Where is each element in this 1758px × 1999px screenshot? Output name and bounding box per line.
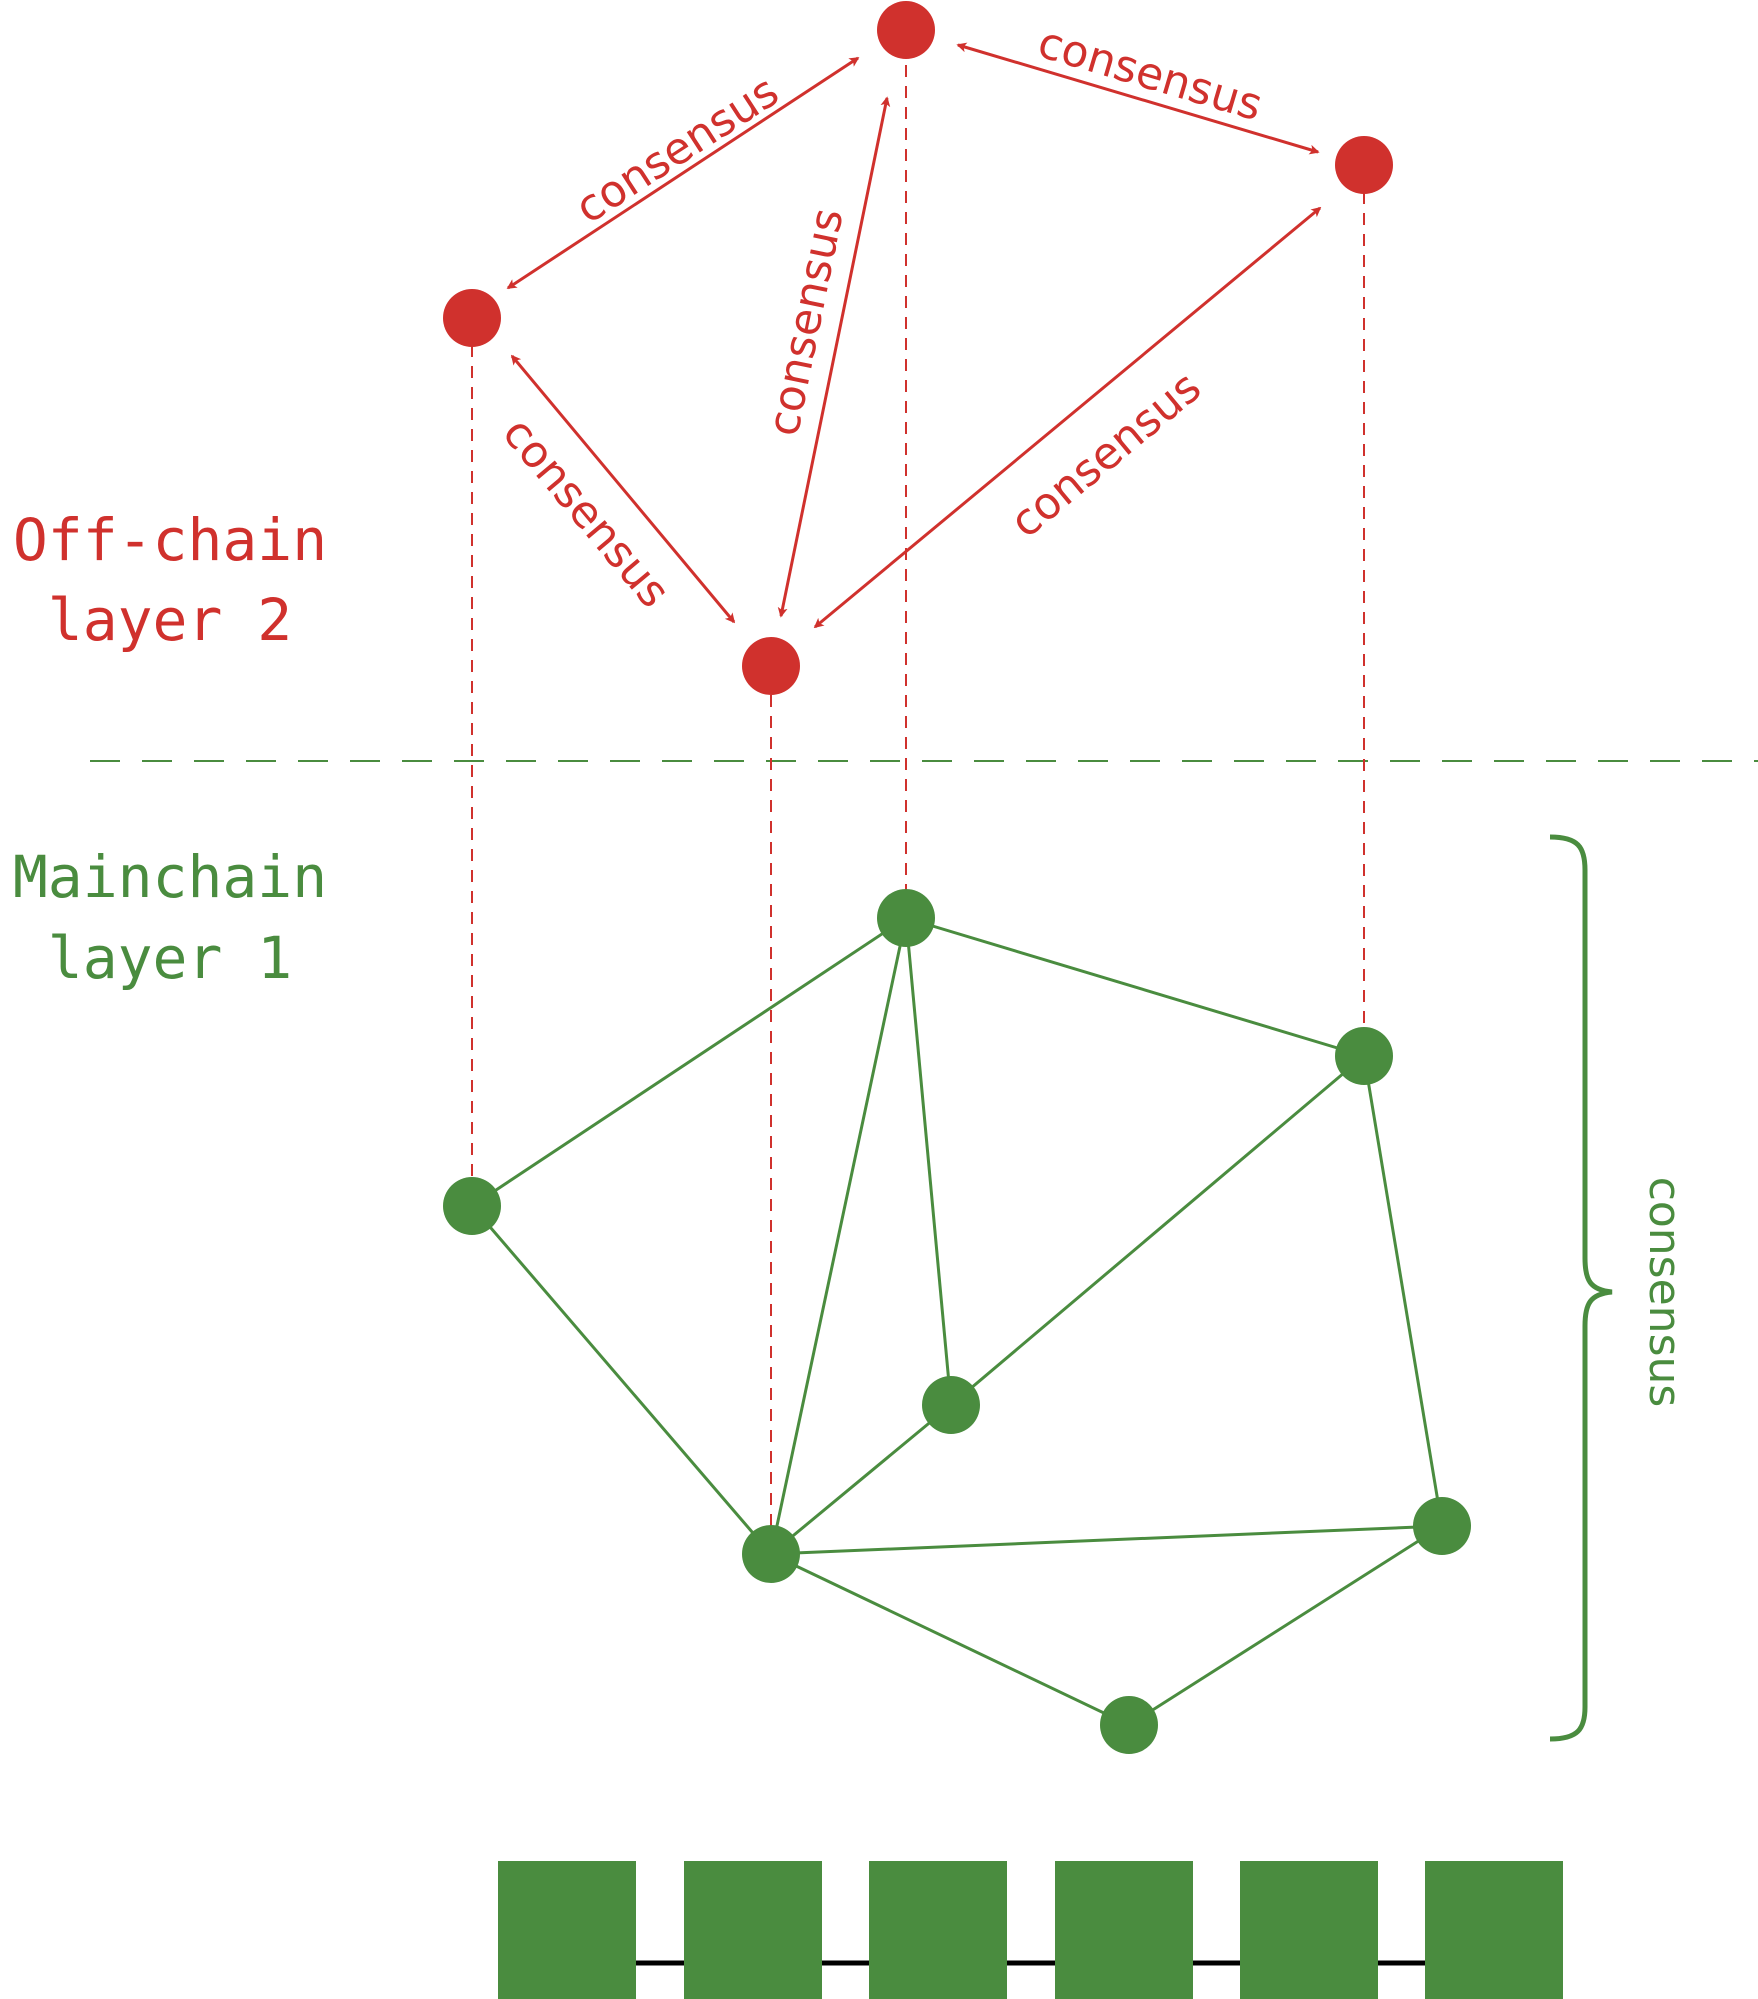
block	[1425, 1861, 1563, 1999]
mainchain-edge	[471, 916, 907, 1208]
mainchain-edge	[770, 1552, 1130, 1727]
mainchain-edge	[905, 916, 1365, 1058]
mainchain-edge	[770, 1524, 1443, 1556]
mainchain-edges	[470, 916, 1444, 1727]
offchain-edge-label: consensus	[1032, 17, 1268, 131]
offchain-edge	[510, 354, 736, 624]
mainchain-edge	[470, 1205, 773, 1555]
offchain-title-line2: layer 2	[48, 586, 292, 654]
offchain-node	[877, 1, 935, 59]
mainchain-node	[1335, 1027, 1393, 1085]
mainchain-node	[742, 1525, 800, 1583]
mainchain-edge	[770, 1403, 952, 1556]
offchain-edge-label: consensus	[758, 204, 854, 440]
offchain-edge	[506, 56, 860, 290]
mainchain-title-line1: Mainchain	[13, 843, 327, 911]
mainchain-node	[443, 1177, 501, 1235]
blockchain	[498, 1861, 1563, 1999]
mainchain-edge	[1362, 1055, 1444, 1527]
consensus-brace	[1549, 834, 1613, 1742]
offchain-edge-label: consensus	[1001, 362, 1211, 549]
offchain-edge	[956, 42, 1320, 155]
offchain-title-line1: Off-chain	[13, 506, 327, 574]
mainchain-edge	[904, 917, 953, 1406]
offchain-node	[443, 289, 501, 347]
mainchain-edge	[769, 917, 908, 1555]
offchain-edge	[813, 206, 1322, 629]
mainchain-node	[1413, 1497, 1471, 1555]
mainchain-node	[1100, 1696, 1158, 1754]
block	[1240, 1861, 1378, 1999]
mainchain-edge	[1128, 1524, 1443, 1727]
offchain-node	[1335, 136, 1393, 194]
offchain-edges	[506, 42, 1322, 629]
mainchain-consensus-label: consensus	[1639, 1177, 1690, 1408]
projection-lines	[471, 65, 1365, 1526]
block	[684, 1861, 822, 1999]
block	[1055, 1861, 1193, 1999]
offchain-edge-label: consensus	[567, 66, 788, 234]
mainchain-node	[922, 1376, 980, 1434]
offchain-node	[742, 637, 800, 695]
offchain-edge-label: consensus	[492, 408, 679, 617]
block	[869, 1861, 1007, 1999]
mainchain-edge	[950, 1054, 1365, 1407]
mainchain-title-line2: layer 1	[48, 924, 292, 992]
mainchain-node	[877, 889, 935, 947]
block	[498, 1861, 636, 1999]
